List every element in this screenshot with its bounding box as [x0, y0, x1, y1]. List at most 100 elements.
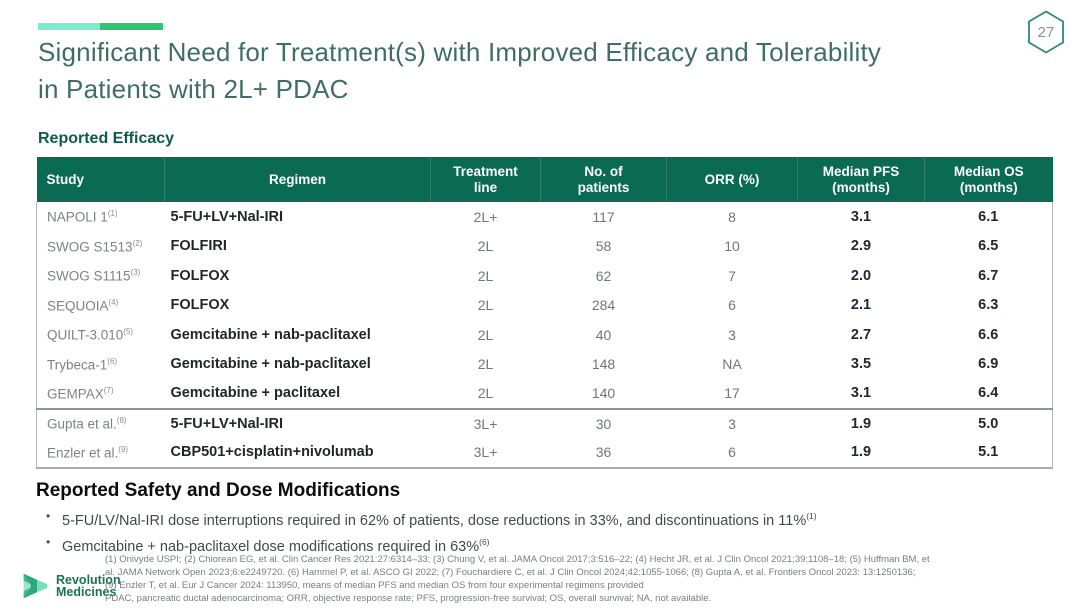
reference-superscript: (5) [123, 327, 134, 336]
cell-treatment-line: 2L [430, 320, 541, 350]
table-row: Gupta et al.(8) 5-FU+LV+Nal-IRI 3L+ 30 3 1.9 5… [36, 407, 1053, 438]
cell-median-os: 6.5 [924, 231, 1053, 261]
cell-study: Gupta et al.(8) [36, 407, 165, 438]
cell-treatment-line: 3L+ [430, 438, 541, 469]
column-header-line: Treatment line [430, 157, 541, 202]
cell-patients: 58 [540, 231, 667, 261]
cell-orr: 3 [666, 407, 798, 438]
cell-median-os: 6.1 [924, 202, 1053, 232]
footnote-line: (9) Enzler T, et al. Eur J Cancer 2024: … [105, 580, 644, 591]
cell-median-pfs: 3.1 [797, 379, 925, 409]
safety-bullet: 5-FU/LV/Nal-IRI dose interruptions requi… [44, 506, 1034, 532]
cell-median-os: 6.9 [924, 349, 1053, 379]
cell-regimen: CBP501+cisplatin+nivolumab [164, 438, 431, 469]
cell-orr: NA [666, 349, 798, 379]
cell-orr: 3 [666, 320, 798, 350]
reference-superscript: (1) [806, 511, 817, 521]
logo-line-1: Revolution [56, 572, 121, 587]
page-number: 27 [1037, 23, 1055, 41]
efficacy-table: Study Regimen Treatment line No. of patient… [36, 157, 1053, 469]
cell-median-pfs: 2.0 [797, 261, 925, 291]
reference-superscript: (6) [107, 356, 118, 366]
table-row: SWOG S1115(3) FOLFOX 2L 62 7 2.0 6.7 [36, 261, 1053, 291]
cell-regimen: FOLFOX [164, 261, 431, 291]
column-header-orr: ORR (%) [666, 157, 798, 202]
slide-title: Significant Need for Treatment(s) with I… [38, 37, 882, 104]
cell-orr: 17 [666, 379, 798, 409]
cell-treatment-line: 2L [430, 349, 541, 379]
reference-superscript: (7) [103, 385, 114, 395]
page-number-badge: 27 [1026, 9, 1066, 55]
column-header-os: Median OS (months) [924, 157, 1053, 202]
table-row: SEQUOIA(4) FOLFOX 2L 284 6 2.1 6.3 [36, 290, 1053, 320]
column-header-pfs: Median PFS (months) [797, 157, 925, 202]
table-row: QUILT-3.010(5) Gemcitabine + nab-paclitax… [36, 320, 1053, 350]
table-row: SWOG S1513(2) FOLFIRI 2L 58 10 2.9 6.5 [36, 231, 1053, 261]
slide-accent-bars [38, 23, 163, 30]
cell-regimen: 5-FU+LV+Nal-IRI [164, 202, 431, 232]
cell-study: SEQUOIA(4) [36, 290, 165, 320]
cell-median-os: 5.0 [924, 407, 1053, 438]
cell-study: GEMPAX(7) [36, 379, 165, 409]
table-row: GEMPAX(7) Gemcitabine + paclitaxel 2L 140 17… [36, 379, 1053, 409]
reference-superscript: (2) [132, 238, 143, 248]
cell-orr: 6 [666, 438, 798, 469]
accent-bar-green [100, 23, 163, 30]
cell-regimen: Gemcitabine + nab-paclitaxel [164, 349, 431, 379]
footnote-line: PDAC, pancreatic ductal adenocarcinoma; … [105, 593, 712, 604]
company-logo-text: Revolution Medicines [56, 572, 121, 599]
safety-section-heading: Reported Safety and Dose Modifications [36, 480, 401, 501]
cell-study: NAPOLI 1(1) [36, 202, 165, 232]
footnote-line: (1) Onivyde USPI; (2) Chiorean EG, et al… [105, 554, 930, 565]
cell-median-pfs: 1.9 [797, 438, 925, 469]
cell-treatment-line: 2L [430, 290, 541, 320]
cell-treatment-line: 2L+ [430, 202, 541, 232]
column-header-regimen: Regimen [164, 157, 431, 202]
hexagon-icon [1028, 10, 1064, 54]
efficacy-table-header-row: Study Regimen Treatment line No. of patient… [36, 157, 1053, 202]
cell-patients: 148 [540, 349, 667, 379]
cell-median-os: 6.7 [924, 261, 1053, 291]
cell-regimen: FOLFIRI [164, 231, 431, 261]
cell-median-pfs: 2.7 [797, 320, 925, 350]
footnotes: (1) Onivyde USPI; (2) Chiorean EG, et al… [105, 553, 1065, 605]
cell-patients: 117 [540, 202, 667, 232]
column-header-patients: No. of patients [540, 157, 667, 202]
cell-treatment-line: 2L [430, 261, 541, 291]
cell-median-pfs: 2.9 [797, 231, 925, 261]
table-row: Trybeca-1(6) Gemcitabine + nab-paclitaxel… [36, 349, 1053, 379]
cell-orr: 10 [666, 231, 798, 261]
cell-patients: 30 [540, 407, 667, 438]
cell-regimen: FOLFOX [164, 290, 431, 320]
cell-median-pfs: 2.1 [797, 290, 925, 320]
cell-regimen: 5-FU+LV+Nal-IRI [164, 407, 431, 438]
cell-study: SWOG S1513(2) [36, 231, 165, 261]
cell-median-pfs: 3.5 [797, 349, 925, 379]
cell-regimen: Gemcitabine + nab-paclitaxel [164, 320, 431, 350]
cell-median-os: 6.3 [924, 290, 1053, 320]
safety-bullet-list: 5-FU/LV/Nal-IRI dose interruptions requi… [44, 506, 1034, 559]
reference-superscript: (9) [118, 444, 129, 454]
cell-patients: 140 [540, 379, 667, 409]
safety-bullet: Gemcitabine + nab-paclitaxel dose modifi… [44, 532, 1034, 558]
cell-study: Trybeca-1(6) [36, 349, 165, 379]
cell-patients: 40 [540, 320, 667, 350]
cell-orr: 7 [666, 261, 798, 291]
cell-orr: 6 [666, 290, 798, 320]
cell-median-os: 5.1 [924, 438, 1053, 469]
reference-superscript: (4) [108, 297, 119, 307]
efficacy-table-body: NAPOLI 1(1) 5-FU+LV+Nal-IRI 2L+ 117 8 3.1 6.1 S… [36, 202, 1053, 469]
reference-superscript: (3) [130, 268, 141, 277]
reference-superscript: (6) [479, 537, 490, 548]
efficacy-section-heading: Reported Efficacy [38, 130, 175, 147]
cell-median-pfs: 3.1 [797, 202, 925, 232]
cell-study: Enzler et al.(9) [36, 438, 165, 469]
cell-study: SWOG S1115(3) [36, 261, 165, 291]
cell-regimen: Gemcitabine + paclitaxel [164, 379, 431, 409]
revolution-medicines-logo-icon [23, 573, 48, 599]
cell-orr: 8 [666, 202, 798, 232]
cell-study: QUILT-3.010(5) [36, 320, 165, 350]
accent-bar-mint [38, 23, 100, 30]
cell-treatment-line: 3L+ [430, 407, 541, 438]
cell-treatment-line: 2L [430, 379, 541, 409]
